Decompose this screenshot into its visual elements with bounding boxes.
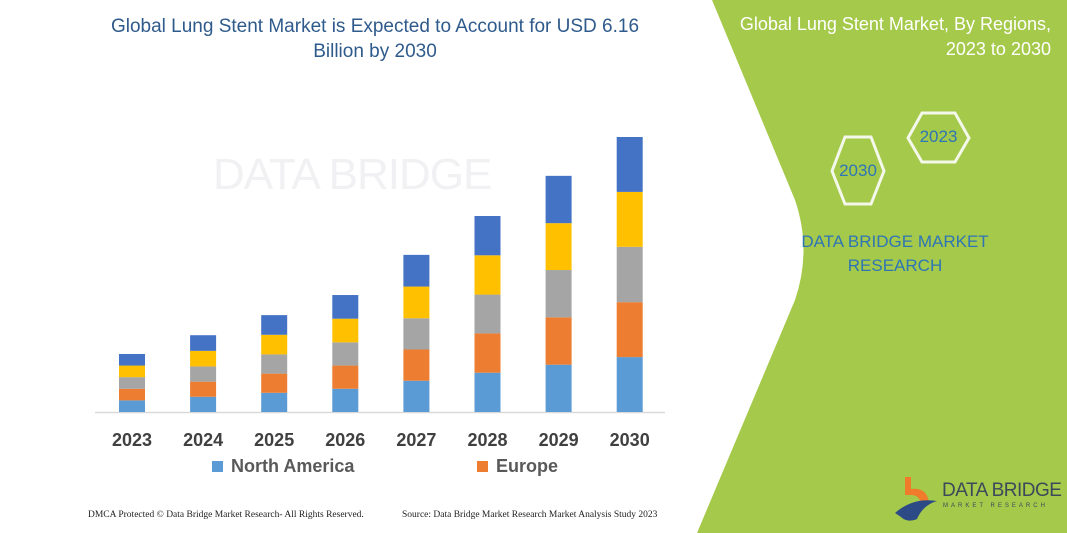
bar-segment-2028-europe <box>474 333 501 373</box>
brand-text: DATA BRIDGE MARKET RESEARCH <box>800 230 990 278</box>
bar-segment-2024-series-5 <box>190 335 217 351</box>
legend-label: North America <box>231 456 355 476</box>
bar-segment-2028-north-america <box>474 372 501 412</box>
legend-swatch <box>212 461 223 472</box>
source-text: Source: Data Bridge Market Research Mark… <box>402 510 658 520</box>
bar-segment-2027-north-america <box>403 380 430 412</box>
bar-segment-2025-north-america <box>261 392 288 412</box>
legend-label: Europe <box>496 456 559 476</box>
bar-segment-2025-europe <box>261 373 288 393</box>
logo-text: DATA BRIDGE <box>942 480 1062 501</box>
chart-title: Global Lung Stent Market is Expected to … <box>110 16 640 62</box>
bar-segment-2028-series-3 <box>474 294 501 334</box>
bar-segment-2029-europe <box>545 317 572 365</box>
bar-segment-2025-series-3 <box>261 354 288 374</box>
x-tick-label: 2027 <box>396 430 437 450</box>
bar-segment-2026-europe <box>332 365 359 389</box>
hex-label-2030: 2030 <box>839 161 877 180</box>
panel-title-line2: 2023 to 2030 <box>945 39 1051 59</box>
bar-segment-2028-series-4 <box>474 255 501 295</box>
bar-segment-2027-series-3 <box>403 318 430 350</box>
bar-segment-2025-series-5 <box>261 315 288 335</box>
bar-segment-2030-series-3 <box>616 246 643 303</box>
x-tick-label: 2024 <box>183 430 224 450</box>
panel-title: Global Lung Stent Market, By Regions, 20… <box>691 12 1051 62</box>
bar-segment-2030-series-4 <box>616 191 643 247</box>
bar-segment-2024-series-4 <box>190 350 217 367</box>
bar-segment-2027-series-5 <box>403 254 430 287</box>
bar-segment-2029-series-3 <box>545 270 572 318</box>
bar-segment-2029-north-america <box>545 364 572 412</box>
bar-segment-2024-europe <box>190 381 217 397</box>
data-bridge-logo-icon <box>895 477 937 521</box>
bar-segment-2024-series-3 <box>190 366 217 382</box>
legend-swatch <box>477 461 488 472</box>
bar-segment-2026-series-5 <box>332 295 359 319</box>
bar-segment-2025-series-4 <box>261 334 288 355</box>
copyright-text: DMCA Protected © Data Bridge Market Rese… <box>88 510 364 520</box>
bar-segment-2023-europe <box>119 388 145 401</box>
x-tick-label: 2028 <box>467 430 508 450</box>
x-tick-label: 2025 <box>254 430 295 450</box>
bar-segment-2024-north-america <box>190 396 217 412</box>
bar-segment-2027-europe <box>403 349 430 381</box>
bar-segment-2029-series-4 <box>545 223 572 271</box>
x-tick-label: 2026 <box>325 430 366 450</box>
bar-segment-2030-series-5 <box>616 137 643 192</box>
bar-segment-2023-north-america <box>119 400 145 412</box>
hex-label-2023: 2023 <box>919 127 958 146</box>
brand-line2: RESEARCH <box>847 256 943 275</box>
bar-segment-2026-series-4 <box>332 318 359 343</box>
bar-segment-2026-north-america <box>332 388 359 412</box>
logo-subtext: MARKET RESEARCH <box>943 503 1048 509</box>
x-tick-label: 2029 <box>538 430 579 450</box>
bar-segment-2023-series-4 <box>119 365 145 378</box>
brand-line1: DATA BRIDGE MARKET <box>801 232 989 251</box>
panel-title-line1: Global Lung Stent Market, By Regions, <box>739 14 1051 34</box>
bar-segment-2028-series-5 <box>474 216 501 256</box>
watermark: DATA BRIDGE <box>213 150 492 199</box>
bar-segment-2023-series-3 <box>119 377 145 389</box>
x-tick-label: 2030 <box>609 430 650 450</box>
bar-chart <box>95 137 665 414</box>
bar-segment-2030-north-america <box>616 357 643 412</box>
bar-segment-2029-series-5 <box>545 175 572 224</box>
bar-segment-2027-series-4 <box>403 286 430 319</box>
bar-segment-2023-series-5 <box>119 353 145 366</box>
x-tick-label: 2023 <box>111 430 153 450</box>
legend-item-north-america: North America <box>212 456 354 477</box>
legend-item-europe: Europe <box>477 456 558 477</box>
bar-segment-2030-europe <box>616 302 643 358</box>
bar-segment-2026-series-3 <box>332 342 359 366</box>
